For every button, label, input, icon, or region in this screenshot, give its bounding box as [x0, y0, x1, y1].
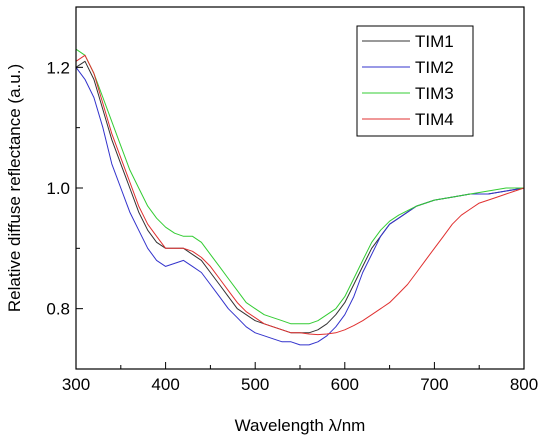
x-tick-label: 800 [510, 375, 538, 394]
legend-label-tim2: TIM2 [415, 58, 454, 77]
ticks-layer: 300 400 500 600 700 800 0.8 1.0 1.2 [46, 58, 538, 394]
y-tick-label: 0.8 [46, 300, 70, 319]
x-tick-label: 400 [151, 375, 179, 394]
x-axis-label: Wavelength λ/nm [235, 416, 366, 435]
legend-box [356, 25, 474, 137]
series-line-tim2 [75, 67, 525, 346]
legend: TIM1 TIM2 TIM3 TIM4 [356, 25, 474, 137]
y-axis-label: Relative diffuse reflectance (a.u.) [5, 64, 24, 312]
y-tick-label: 1.0 [46, 179, 70, 198]
x-tick-label: 300 [62, 375, 90, 394]
series-line-tim3 [75, 48, 524, 325]
legend-label-tim3: TIM3 [415, 84, 454, 103]
x-tick-label: 500 [241, 375, 269, 394]
x-tick-label: 600 [331, 375, 359, 394]
y-tick-label: 1.2 [46, 58, 70, 77]
series-layer [75, 48, 525, 346]
legend-label-tim4: TIM4 [415, 110, 454, 129]
series-line-tim4 [75, 54, 525, 336]
x-tick-label: 700 [420, 375, 448, 394]
legend-label-tim1: TIM1 [415, 32, 454, 51]
